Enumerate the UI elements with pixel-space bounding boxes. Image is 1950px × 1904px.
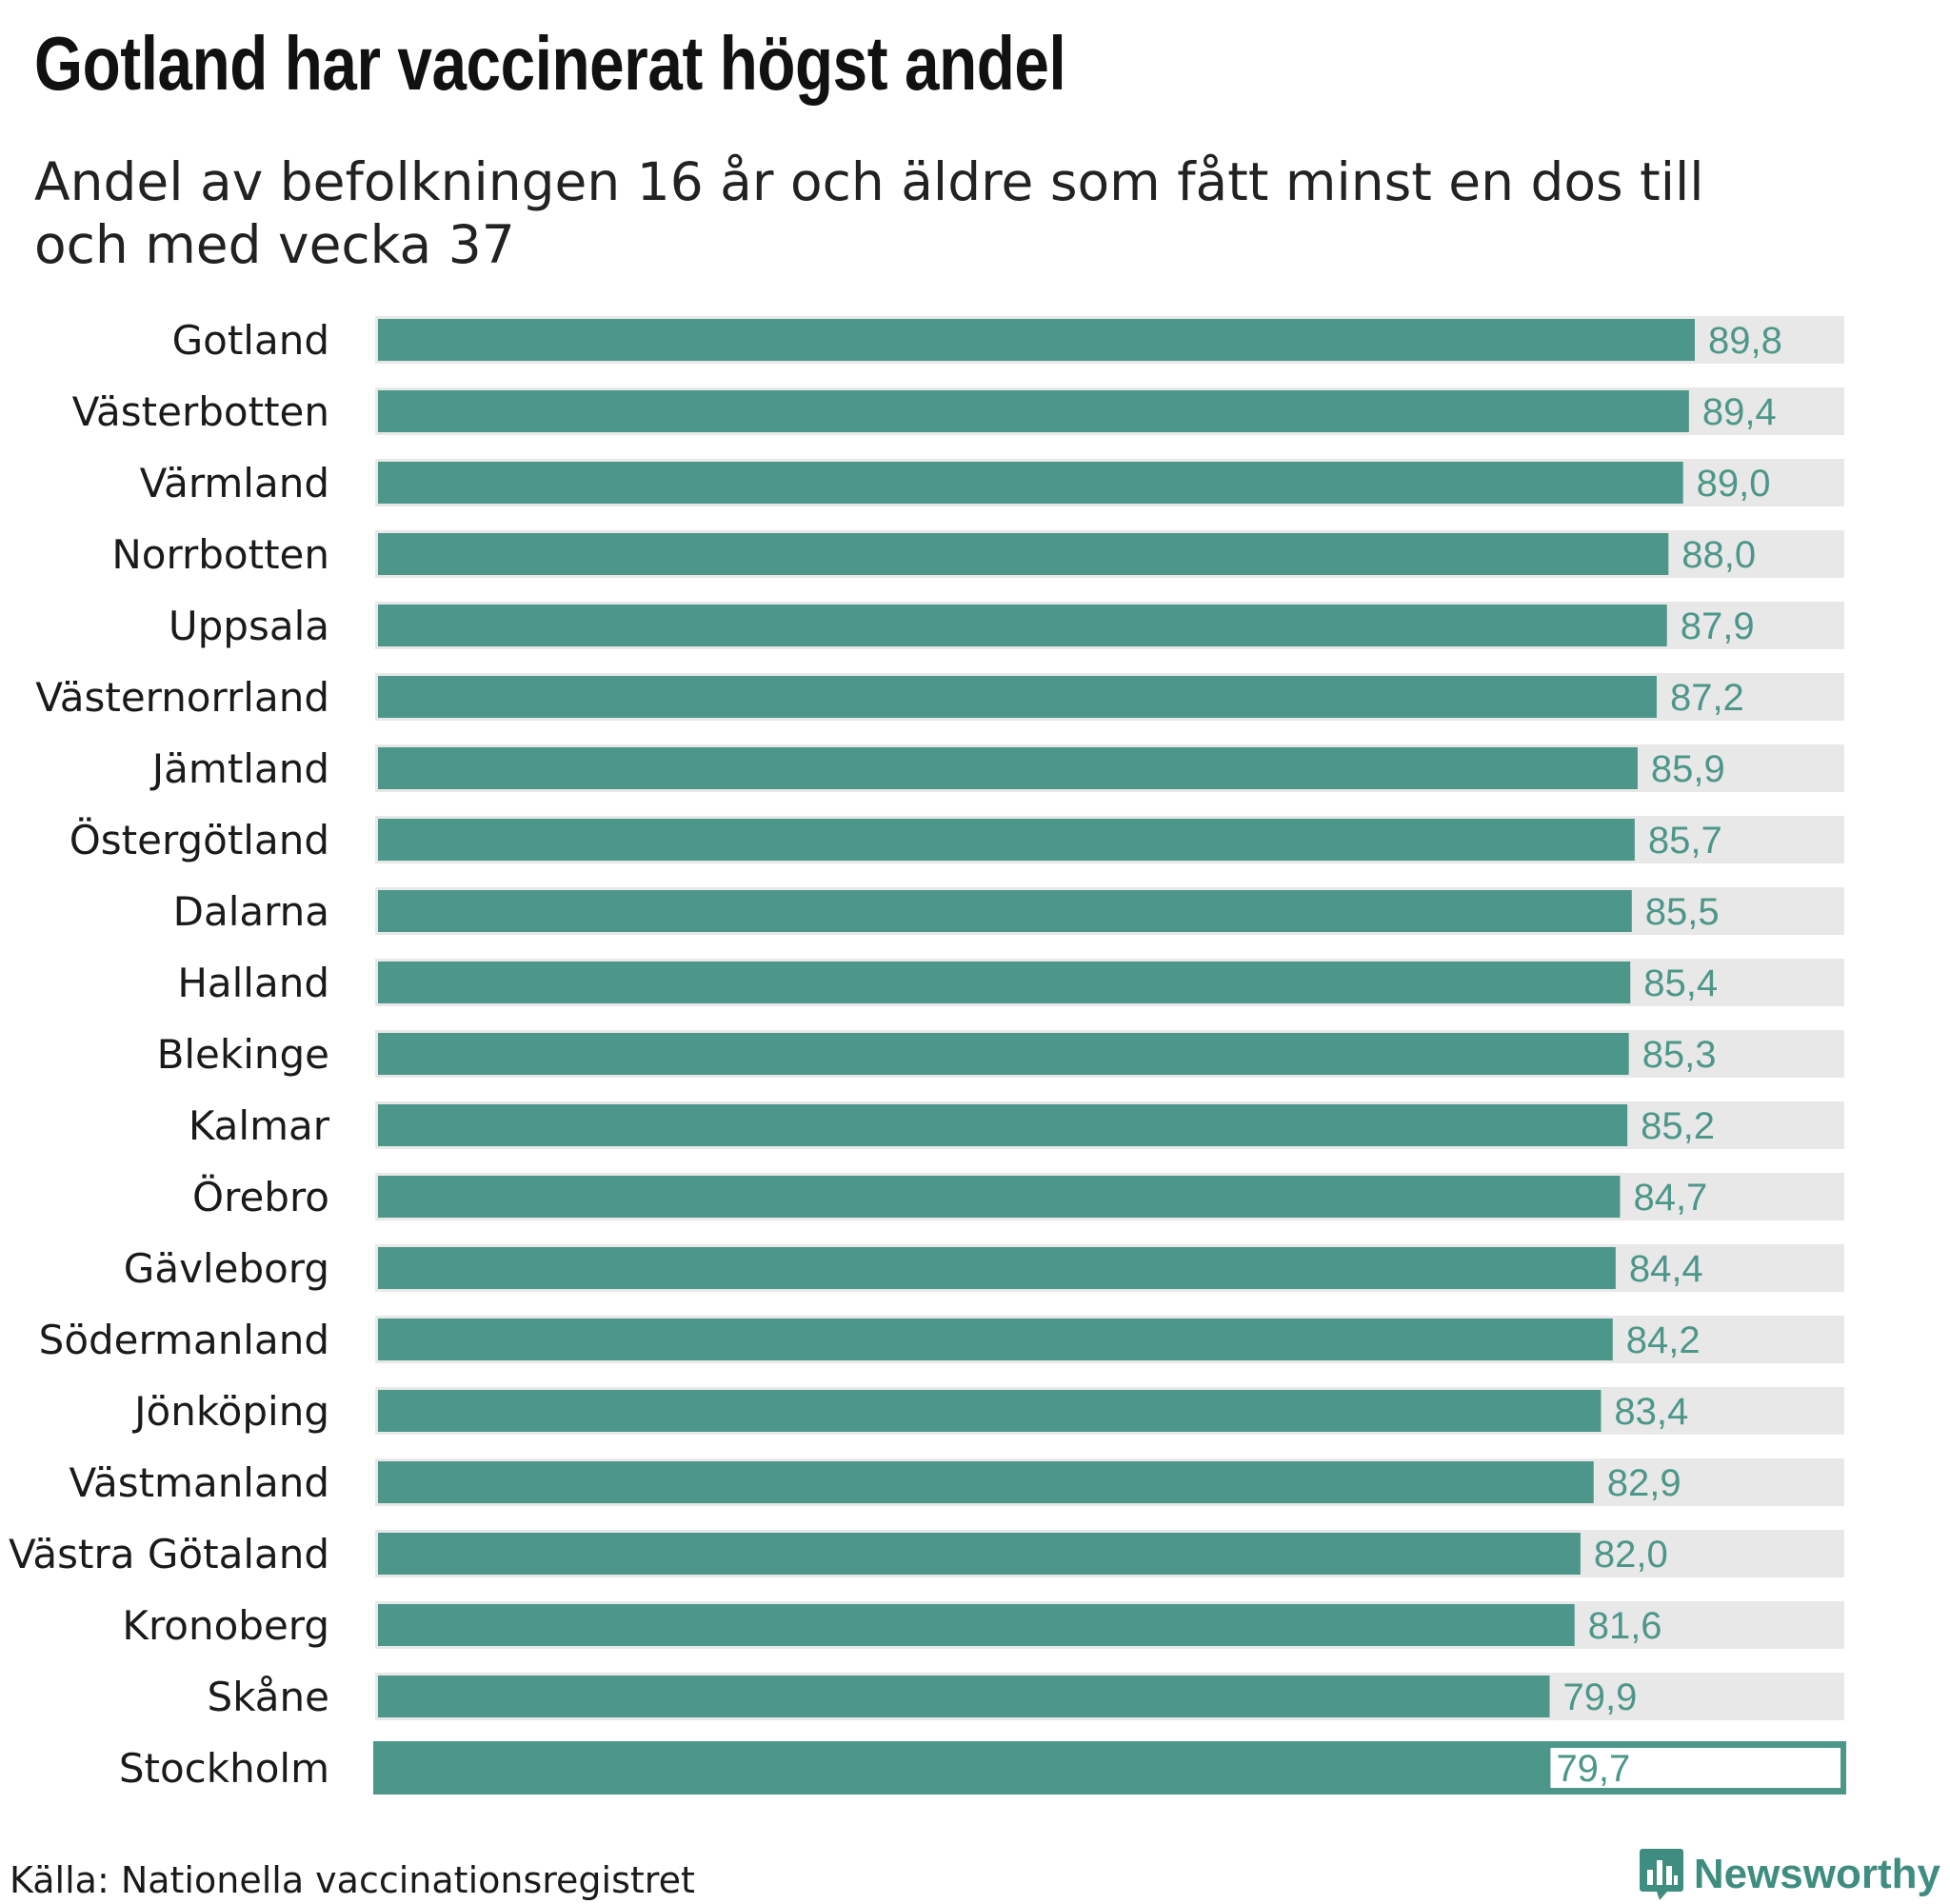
chart-title: Gotland har vaccinerat högst andel: [34, 21, 1066, 106]
value-label: 85,7: [1648, 820, 1722, 862]
value-label: 87,9: [1681, 605, 1755, 647]
bar: [378, 533, 1669, 575]
value-label: 85,3: [1642, 1034, 1717, 1076]
value-label: 82,9: [1607, 1462, 1681, 1504]
category-label: Värmland: [140, 460, 329, 506]
bar: [378, 1176, 1621, 1218]
value-label: 79,7: [1556, 1748, 1630, 1790]
value-label: 84,7: [1633, 1177, 1707, 1219]
bar: [378, 890, 1632, 932]
value-label: 83,4: [1614, 1391, 1688, 1433]
category-label: Örebro: [192, 1173, 329, 1220]
value-label: 89,8: [1708, 320, 1782, 362]
category-label: Västra Götaland: [9, 1531, 329, 1577]
category-label: Jämtland: [149, 745, 329, 792]
value-label: 82,0: [1594, 1534, 1668, 1576]
category-label: Jönköping: [131, 1388, 329, 1435]
category-label: Gävleborg: [124, 1245, 329, 1292]
bar: [378, 1676, 1550, 1717]
bar-chart: Gotland 89,8 Västerbotten 89,4 Värmland 89,0 N…: [9, 316, 1846, 1795]
bar: [378, 1104, 1628, 1146]
value-label: 79,9: [1563, 1676, 1638, 1718]
value-label: 88,0: [1681, 534, 1756, 576]
bar: [378, 1461, 1594, 1503]
value-label: 85,5: [1645, 891, 1720, 933]
value-label: 84,4: [1629, 1248, 1703, 1290]
category-label: Norrbotten: [111, 531, 329, 578]
category-label: Västernorrland: [35, 674, 329, 721]
value-label: 81,6: [1588, 1605, 1662, 1647]
bar: [378, 819, 1635, 861]
value-label: 85,4: [1643, 962, 1718, 1004]
source-note: Källa: Nationella vaccinationsregistret: [10, 1859, 695, 1901]
brand-name: Newsworthy: [1693, 1851, 1940, 1897]
value-label: 87,2: [1670, 677, 1744, 719]
chart-subtitle: Andel av befolkningen 16 år och äldre so…: [34, 151, 1704, 275]
bar: [378, 1319, 1613, 1360]
bar: [378, 1033, 1629, 1075]
bar: [378, 962, 1631, 1003]
bar: [378, 676, 1657, 718]
category-label: Blekinge: [157, 1031, 329, 1078]
value-label: 84,2: [1626, 1319, 1701, 1361]
brand-logo: Newsworthy: [1639, 1847, 1940, 1902]
category-label: Södermanland: [39, 1317, 329, 1363]
category-label: Dalarna: [173, 888, 329, 935]
value-label: 89,4: [1702, 391, 1777, 433]
category-label: Västerbotten: [72, 388, 329, 435]
category-label: Skåne: [208, 1674, 329, 1720]
category-label: Kronoberg: [122, 1602, 329, 1649]
category-label: Uppsala: [169, 603, 329, 649]
bar: [378, 1390, 1602, 1432]
bar: [378, 1533, 1581, 1575]
bar: [378, 747, 1638, 789]
category-label: Västmanland: [69, 1459, 329, 1506]
value-label: 89,0: [1697, 463, 1771, 505]
value-label: 85,2: [1641, 1105, 1715, 1147]
category-label: Gotland: [172, 317, 329, 364]
bar-highlight-box: [1550, 1748, 1841, 1788]
bar: [378, 390, 1689, 432]
bar: [378, 462, 1683, 504]
value-label: 85,9: [1651, 748, 1725, 790]
category-label: Halland: [177, 960, 329, 1006]
category-label: Östergötland: [70, 816, 329, 863]
bar: [378, 1604, 1575, 1646]
bar: [378, 319, 1695, 361]
category-label: Stockholm: [119, 1745, 329, 1792]
bar: [378, 605, 1667, 646]
category-label: Kalmar: [189, 1102, 330, 1149]
newsworthy-bar-chart-icon: [1639, 1849, 1683, 1900]
bar: [378, 1247, 1616, 1289]
